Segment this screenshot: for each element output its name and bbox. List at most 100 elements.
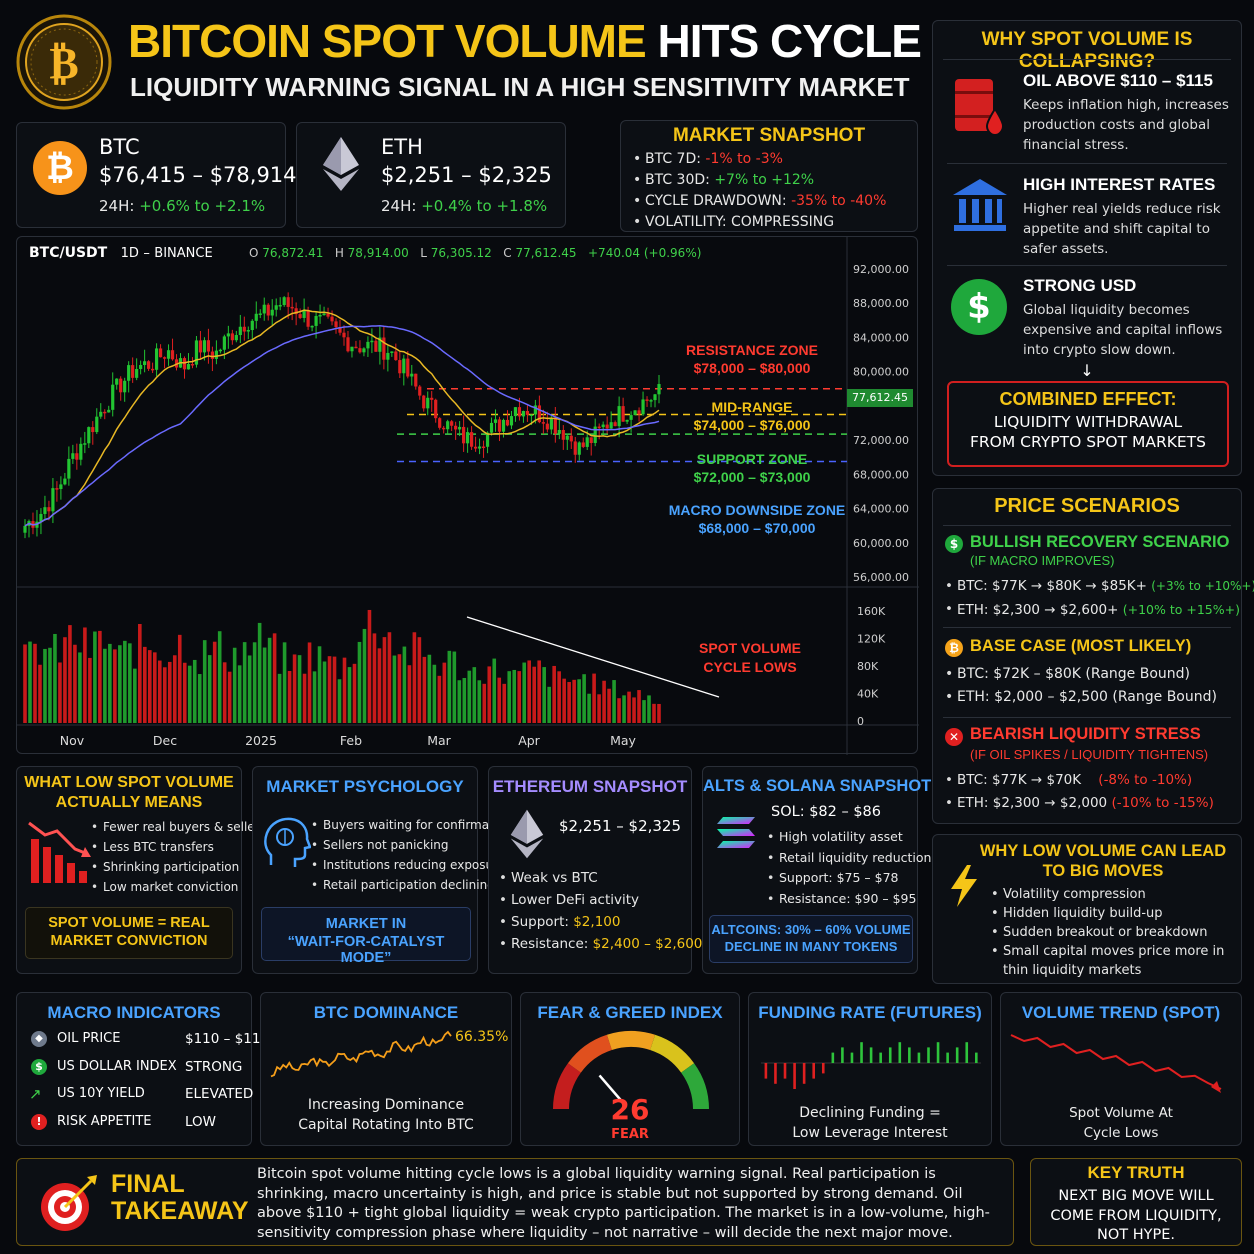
candle-body xyxy=(230,333,234,341)
btc-24h-value: +0.6% to +2.1% xyxy=(139,197,266,215)
candle-body xyxy=(466,432,470,444)
volume-bar xyxy=(307,642,312,723)
candle-body xyxy=(565,435,569,440)
candle-body xyxy=(154,348,159,370)
eth-resistance-label: Resistance: xyxy=(511,936,589,952)
funding-bar xyxy=(783,1063,787,1079)
volume-trend-arrowhead xyxy=(1211,1081,1221,1093)
volume-bar xyxy=(607,688,611,723)
candle-body xyxy=(609,422,613,429)
volume-bar xyxy=(28,641,32,723)
price-axis-tick: 84,000.00 xyxy=(853,331,909,344)
time-axis-tick: Feb xyxy=(340,733,362,748)
volume-bar xyxy=(118,645,122,723)
support-zone-label: SUPPORT ZONE $72,000 – $73,000 xyxy=(677,450,827,486)
funding-caption-2: Low Leverage Interest xyxy=(792,1125,948,1141)
candle-body xyxy=(509,416,514,426)
candle-body xyxy=(162,357,167,359)
bearish-x-icon: ✕ xyxy=(945,728,963,746)
funding-caption: Declining Funding = Low Leverage Interes… xyxy=(749,1103,991,1143)
big-moves-item: Volatility compression xyxy=(991,885,1231,904)
volume-bar xyxy=(58,662,62,723)
eth-snapshot-range: $2,251 – $2,325 xyxy=(559,817,682,835)
candle-body xyxy=(262,304,266,314)
candle-body xyxy=(103,411,107,414)
candle-body xyxy=(218,349,222,352)
volume-bar xyxy=(53,633,57,723)
volume-bar xyxy=(322,661,327,723)
funding-bar xyxy=(917,1052,921,1063)
funding-bar xyxy=(888,1047,892,1063)
macro-zone-label: MACRO DOWNSIDE ZONE $68,000 – $70,000 xyxy=(667,501,847,537)
candle-body xyxy=(91,427,95,433)
candle-body xyxy=(67,458,71,479)
candle-body xyxy=(310,325,314,328)
volume-bar xyxy=(272,633,277,723)
dominance-caption: Increasing Dominance Capital Rotating In… xyxy=(261,1095,511,1135)
volume-bar xyxy=(637,690,641,723)
candle-body xyxy=(649,400,653,402)
solana-icon xyxy=(715,815,757,855)
ohlc-change: +740.04 (+0.96%) xyxy=(588,246,702,260)
macro-row-value: LOW xyxy=(185,1113,217,1130)
candle-body xyxy=(537,405,541,423)
funding-bar xyxy=(821,1063,825,1074)
resistance-range: $78,000 – $80,000 xyxy=(693,360,811,376)
svg-text:₿: ₿ xyxy=(49,38,78,89)
candle-body xyxy=(493,419,498,423)
volume-trend-caption: Spot Volume At Cycle Lows xyxy=(1001,1103,1241,1143)
final-title-2: TAKEAWAY xyxy=(111,1197,249,1225)
volume-axis-tick: 40K xyxy=(857,688,879,701)
volume-bar xyxy=(467,670,472,723)
volume-bar xyxy=(432,664,437,723)
candle-body xyxy=(194,340,199,365)
oil-drop-icon: ◆ xyxy=(31,1031,47,1047)
bull-btc-pct: (+3% to +10%+) xyxy=(1151,579,1254,593)
candle-body xyxy=(521,411,526,417)
alts-list: High volatility assetRetail liquidity re… xyxy=(767,827,931,909)
macro-row: RISK APPETITE LOW xyxy=(57,1112,249,1140)
volume-axis-tick: 0 xyxy=(857,715,864,728)
funding-bar xyxy=(860,1042,863,1063)
volume-bar xyxy=(267,637,272,723)
candle-body xyxy=(426,397,430,409)
gauge-segment xyxy=(567,1034,613,1073)
macro-row-label: US DOLLAR INDEX xyxy=(57,1058,177,1074)
candle-body xyxy=(366,341,370,349)
alts-panel: ALTS & SOLANA SNAPSHOT SOL: $82 – $86 Hi… xyxy=(702,766,931,974)
ethereum-icon xyxy=(321,135,361,197)
volume-bar xyxy=(292,654,297,723)
bull-btc-text: BTC: $77K → $80K → $85K+ xyxy=(957,578,1147,594)
bull-subtitle: (IF MACRO IMPROVES) xyxy=(970,553,1115,568)
combined-effect-box: COMBINED EFFECT: LIQUIDITY WITHDRAWAL FR… xyxy=(947,381,1229,467)
volume-bar xyxy=(517,671,522,723)
candle-body xyxy=(382,337,386,360)
gauge-segment xyxy=(649,1034,695,1073)
candle-body xyxy=(402,358,406,374)
time-axis-tick: Nov xyxy=(60,733,85,748)
macro-row-value: STRONG xyxy=(185,1058,243,1075)
psychology-item: Sellers not panicking xyxy=(311,835,512,855)
low-volume-item: Low market conviction xyxy=(91,877,266,897)
price-axis-tick: 80,000.00 xyxy=(853,366,909,379)
chart-pair: BTC/USDT xyxy=(29,245,108,261)
candle-body xyxy=(158,348,163,358)
psychology-list: Buyers waiting for confirmationSellers n… xyxy=(311,815,512,895)
volume-bar xyxy=(282,642,287,723)
candle-body xyxy=(115,378,119,385)
price-axis-tick: 56,000.00 xyxy=(853,571,909,584)
candle-body xyxy=(150,368,155,371)
funding-bar xyxy=(879,1052,882,1063)
candle-body xyxy=(589,437,593,443)
fear-greed-title: FEAR & GREED INDEX xyxy=(537,1003,723,1022)
funding-chart xyxy=(761,1042,981,1089)
candle-body xyxy=(123,380,127,393)
candle-body xyxy=(378,337,382,352)
base-eth: ETH: $2,000 – $2,500 (Range Bound) xyxy=(945,686,1217,709)
snapshot-row-value: +7% to +12% xyxy=(714,172,815,188)
fear-greed-gauge xyxy=(553,1031,709,1110)
candle-body xyxy=(370,340,374,343)
candle-body xyxy=(254,313,258,321)
candle-body xyxy=(489,422,494,433)
candle-body xyxy=(374,340,378,352)
